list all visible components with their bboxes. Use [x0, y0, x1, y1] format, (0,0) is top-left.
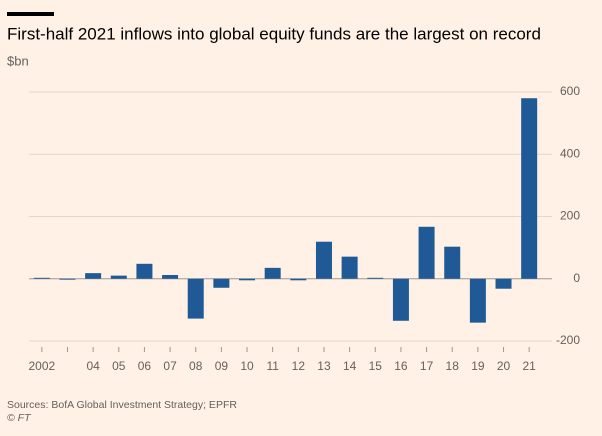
x-tick-label: 19 [471, 359, 485, 373]
bar [290, 278, 307, 281]
x-tick-label: 09 [215, 359, 229, 373]
bar [239, 278, 256, 281]
ft-rule [7, 12, 54, 16]
x-tick-label: 08 [189, 359, 203, 373]
y-tick-label: -200 [556, 333, 580, 347]
bar [495, 278, 512, 289]
x-tick-label: 2002 [28, 359, 55, 373]
bar [85, 273, 102, 279]
bar [59, 278, 76, 280]
x-tick-label: 10 [240, 359, 254, 373]
bar [213, 278, 230, 288]
x-tick-label: 14 [343, 359, 357, 373]
bar [136, 263, 153, 279]
y-tick-label: 0 [573, 271, 580, 285]
x-tick-label: 21 [522, 359, 536, 373]
bar [110, 275, 127, 279]
x-tick-label: 11 [266, 359, 279, 373]
x-tick-label: 07 [163, 359, 177, 373]
bar [418, 226, 435, 279]
y-tick-label: 400 [560, 146, 580, 160]
y-tick-label: 600 [560, 84, 580, 98]
bar [367, 277, 384, 279]
x-tick-label: 16 [394, 359, 408, 373]
bar [315, 241, 332, 279]
bar [444, 246, 461, 279]
x-tick-label: 13 [317, 359, 331, 373]
bar [469, 278, 486, 323]
x-tick-label: 20 [497, 359, 511, 373]
x-tick-label: 04 [86, 359, 100, 373]
x-tick-label: 18 [446, 359, 460, 373]
bar [162, 275, 179, 279]
bar [392, 278, 409, 321]
credit: © FT [7, 412, 32, 424]
bar [33, 277, 50, 279]
x-tick-label: 15 [369, 359, 383, 373]
chart-title: First-half 2021 inflows into global equi… [7, 24, 541, 43]
x-tick-label: 17 [420, 359, 434, 373]
x-tick-label: 06 [138, 359, 152, 373]
x-tick-label: 12 [292, 359, 306, 373]
bar [341, 256, 358, 279]
bar [264, 267, 281, 279]
y-tick-label: 200 [560, 209, 580, 223]
unit-label: $bn [7, 53, 29, 68]
bar [521, 98, 538, 279]
x-tick-label: 05 [112, 359, 126, 373]
bar [187, 278, 204, 319]
source: Sources: BofA Global Investment Strategy… [7, 399, 237, 411]
